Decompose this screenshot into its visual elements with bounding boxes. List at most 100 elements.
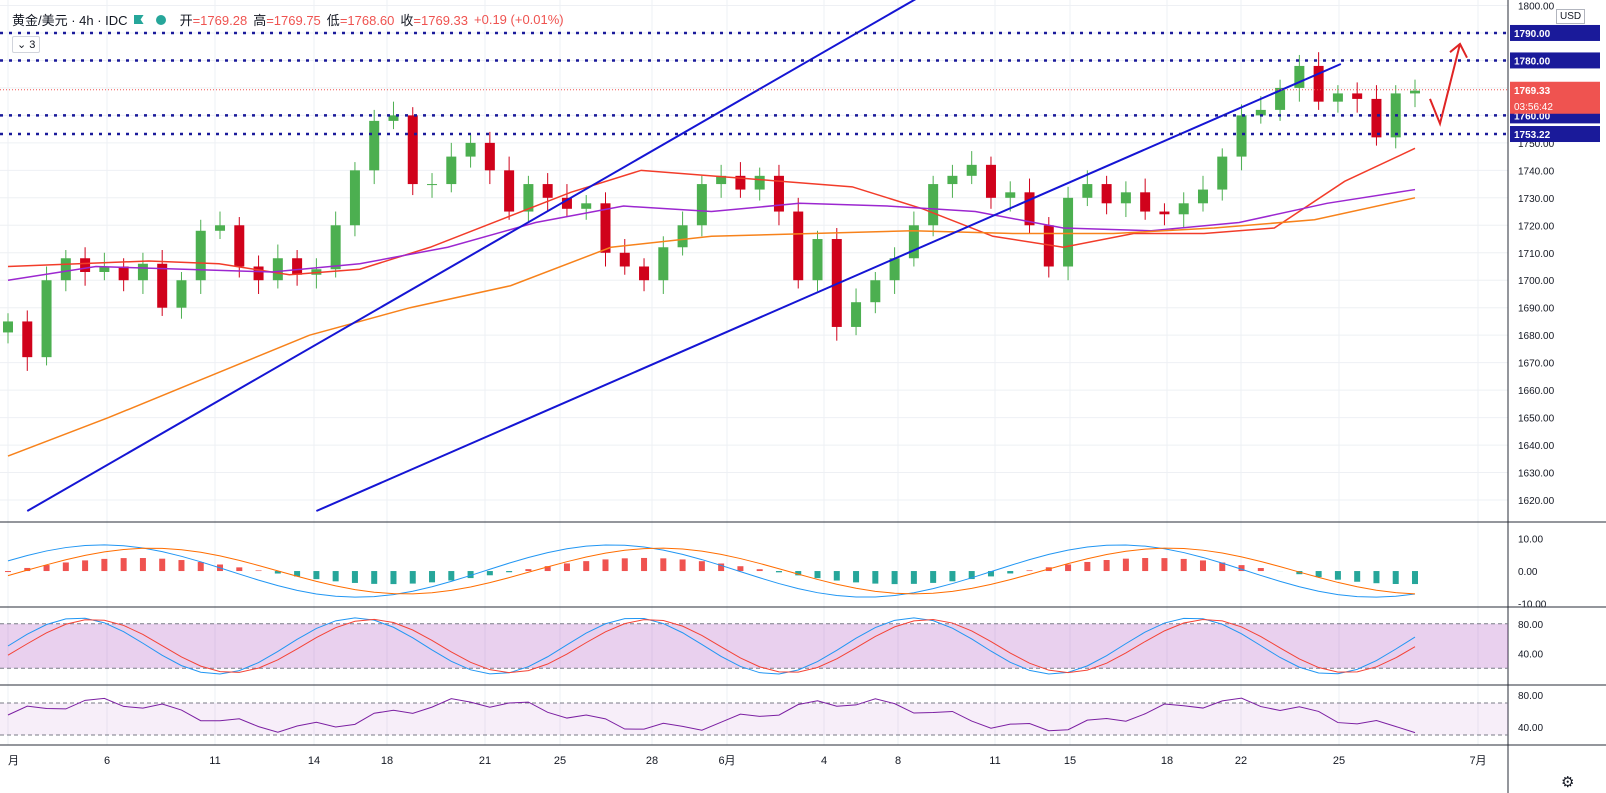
macd-histogram-bar: [1084, 561, 1091, 572]
macd-histogram-bar: [641, 557, 648, 572]
time-tick-label: 月: [8, 755, 19, 767]
candle-body: [619, 252, 630, 267]
macd-histogram-bar: [563, 563, 570, 572]
time-tick-label: 14: [308, 755, 320, 767]
level-label-bg: [1510, 24, 1600, 41]
macd-histogram-bar: [1103, 559, 1110, 572]
candle-body: [1063, 197, 1074, 267]
macd-histogram-bar: [718, 563, 725, 572]
rsi-line: [7, 697, 1416, 734]
price-tick-label: 1670.00: [1518, 359, 1555, 370]
macd-line: [7, 544, 1416, 598]
macd-histogram-bar: [294, 571, 301, 577]
time-tick-label: 8: [895, 755, 901, 767]
moving-average-line: [7, 197, 1416, 457]
macd-histogram-bar: [602, 559, 609, 572]
indicators-toggle[interactable]: ⌄ 3: [12, 36, 41, 53]
macd-signal-line: [7, 547, 1416, 595]
macd-histogram-bar: [332, 571, 339, 582]
candle-body: [1410, 90, 1420, 94]
macd-histogram-bar: [255, 570, 262, 572]
candle-body: [581, 203, 592, 209]
forecast-arrowhead: [1449, 42, 1468, 59]
chevron-down-icon: ⌄: [17, 39, 27, 51]
candle-body: [1178, 203, 1189, 215]
macd-histogram-bar: [872, 571, 879, 584]
candle-body: [407, 115, 418, 185]
stoch-d-line: [7, 618, 1416, 674]
candle-body: [465, 142, 476, 157]
ohlc-open: 开=1769.28: [180, 10, 248, 29]
price-tick-label: 1700.00: [1518, 276, 1555, 287]
macd-histogram-bar: [274, 571, 281, 574]
forecast-arrow: [1429, 43, 1461, 127]
macd-histogram-bar: [621, 558, 628, 572]
candle-body: [234, 225, 245, 267]
low-label: 低: [326, 13, 340, 28]
time-tick-label: 11: [989, 755, 1000, 767]
time-tick-label: 28: [646, 755, 658, 767]
high-label: 高: [253, 13, 267, 28]
candle-body: [1043, 225, 1054, 267]
symbol-title[interactable]: 黄金/美元 · 4h · IDC: [12, 13, 128, 28]
macd-histogram-bar: [139, 558, 146, 572]
time-tick-label: 18: [1161, 755, 1173, 767]
macd-histogram-bar: [833, 571, 840, 581]
macd-histogram-bar: [429, 571, 436, 583]
candle-body: [1197, 189, 1208, 204]
macd-tick-label: 10.00: [1518, 534, 1543, 545]
gear-icon[interactable]: ⚙: [1561, 774, 1575, 791]
macd-histogram-bar: [1238, 565, 1245, 572]
candle-body: [253, 266, 264, 281]
candle-body: [735, 175, 746, 190]
price-tick-label: 1800.00: [1518, 1, 1555, 12]
candle-body: [947, 175, 958, 185]
rsi-tick-label: 40.00: [1518, 723, 1543, 734]
ohlc-close: 收=1769.33: [400, 10, 468, 29]
macd-histogram-bar: [1334, 571, 1341, 580]
time-tick-label: 4: [821, 755, 827, 767]
candle-body: [369, 120, 380, 171]
macd-histogram-bar: [930, 571, 937, 583]
candle-body: [388, 115, 399, 121]
candle-body: [1120, 192, 1131, 204]
price-tick-label: 1730.00: [1518, 194, 1555, 205]
macd-histogram-bar: [698, 561, 705, 572]
macd-histogram-bar: [544, 566, 551, 572]
macd-histogram-bar: [660, 558, 667, 572]
price-tick-label: 1620.00: [1518, 496, 1555, 507]
macd-histogram-bar: [1315, 571, 1322, 578]
candle-body: [446, 156, 457, 185]
time-tick-label: 22: [1235, 755, 1247, 767]
macd-histogram-bar: [583, 561, 590, 572]
candle-body: [1236, 115, 1247, 157]
time-tick-label: 25: [1333, 755, 1345, 767]
macd-histogram-bar: [120, 558, 127, 572]
candle-body: [1159, 211, 1170, 215]
candle-body: [793, 211, 804, 281]
candle-body: [1275, 87, 1286, 110]
candle-body: [1140, 192, 1151, 212]
macd-histogram-bar: [409, 571, 416, 584]
ohlc-low: 低=1768.60: [327, 10, 395, 29]
macd-histogram-bar: [756, 569, 763, 572]
macd-histogram-bar: [1161, 558, 1168, 572]
macd-histogram-bar: [1199, 560, 1206, 572]
candle-body: [870, 280, 881, 303]
currency-badge[interactable]: USD: [1556, 9, 1586, 24]
indicators-count: 3: [29, 39, 36, 51]
price-tick-label: 1630.00: [1518, 469, 1555, 480]
candle-body: [754, 175, 765, 190]
stoch-tick-label: 40.00: [1518, 649, 1543, 660]
level-label: 1760.00: [1514, 111, 1551, 122]
rsi-tick-label: 80.00: [1518, 691, 1543, 702]
trendline-lower: [315, 63, 1342, 512]
macd-histogram-bar: [197, 562, 204, 572]
low-value: =1768.60: [339, 13, 395, 28]
level-label: 1753.22: [1514, 130, 1551, 141]
bar-countdown-label: 03:56:42: [1514, 102, 1553, 113]
flag-icon[interactable]: [133, 15, 144, 24]
macd-histogram-bar: [1392, 571, 1399, 584]
candle-body: [1082, 184, 1093, 198]
